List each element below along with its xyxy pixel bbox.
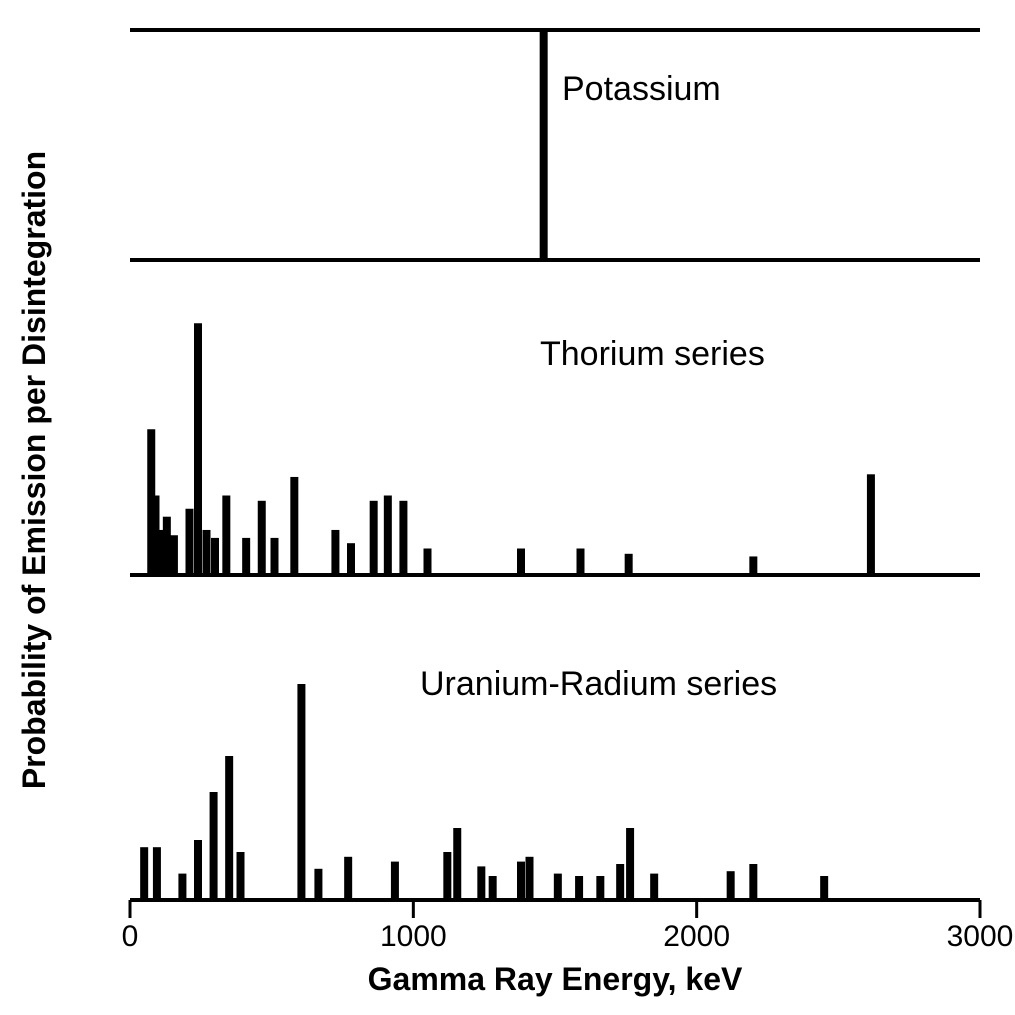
thorium-peak-11 — [258, 501, 266, 575]
uranium-peak-7 — [297, 684, 305, 900]
x-tick-label-3000: 3000 — [947, 920, 1014, 953]
chart-svg: Potassium Thorium series Uranium-Radium se… — [0, 0, 1015, 1015]
uranium-peak-13 — [477, 866, 485, 900]
uranium-peak-23 — [727, 871, 735, 900]
thorium-peak-24 — [867, 474, 875, 575]
uranium-peak-2 — [178, 874, 186, 900]
thorium-peak-15 — [347, 543, 355, 575]
uranium-peak-25 — [820, 876, 828, 900]
thorium-peak-17 — [384, 496, 392, 576]
uranium-peak-14 — [489, 876, 497, 900]
thorium-peak-22 — [625, 554, 633, 575]
uranium-peak-5 — [225, 756, 233, 900]
x-tick-label-1000: 1000 — [380, 920, 447, 953]
uranium-peak-18 — [575, 876, 583, 900]
uranium-label: Uranium-Radium series — [420, 665, 777, 703]
uranium-peak-1 — [153, 847, 161, 900]
uranium-peak-21 — [626, 828, 634, 900]
thorium-peak-1 — [152, 496, 160, 576]
uranium-peak-22 — [650, 874, 658, 900]
gamma-spectra-figure: Potassium Thorium series Uranium-Radium se… — [0, 0, 1015, 1015]
y-axis-title: Probability of Emission per Disintegrati… — [16, 151, 52, 789]
uranium-peak-16 — [526, 857, 534, 900]
potassium-peak-0 — [540, 30, 548, 260]
thorium-peak-10 — [242, 538, 250, 575]
thorium-peak-3 — [163, 517, 171, 575]
uranium-peak-12 — [453, 828, 461, 900]
uranium-peak-15 — [517, 862, 525, 900]
thorium-peak-8 — [211, 538, 219, 575]
uranium-peak-8 — [314, 869, 322, 900]
thorium-peak-7 — [203, 530, 211, 575]
x-tick-label-2000: 2000 — [663, 920, 730, 953]
uranium-peak-10 — [391, 862, 399, 900]
uranium-peak-24 — [749, 864, 757, 900]
thorium-peak-14 — [331, 530, 339, 575]
thorium-label: Thorium series — [540, 335, 765, 373]
uranium-peak-3 — [194, 840, 202, 900]
uranium-peak-20 — [616, 864, 624, 900]
thorium-peak-12 — [271, 538, 279, 575]
x-axis-title: Gamma Ray Energy, keV — [368, 961, 743, 997]
thorium-peak-23 — [749, 556, 757, 575]
thorium-peak-5 — [186, 509, 194, 575]
thorium-peak-21 — [577, 549, 585, 576]
thorium-peak-18 — [399, 501, 407, 575]
thorium-peak-20 — [517, 549, 525, 576]
uranium-peak-4 — [210, 792, 218, 900]
thorium-peak-19 — [424, 549, 432, 576]
uranium-peak-9 — [344, 857, 352, 900]
uranium-peak-0 — [140, 847, 148, 900]
thorium-peak-13 — [290, 477, 298, 575]
thorium-peak-9 — [222, 496, 230, 576]
potassium-label: Potassium — [562, 70, 721, 108]
thorium-peak-4 — [170, 535, 178, 575]
x-tick-label-0: 0 — [122, 920, 139, 953]
uranium-peak-19 — [596, 876, 604, 900]
uranium-peak-17 — [554, 874, 562, 900]
thorium-peak-6 — [194, 323, 202, 575]
thorium-peak-16 — [370, 501, 378, 575]
uranium-peak-11 — [443, 852, 451, 900]
uranium-peak-6 — [237, 852, 245, 900]
